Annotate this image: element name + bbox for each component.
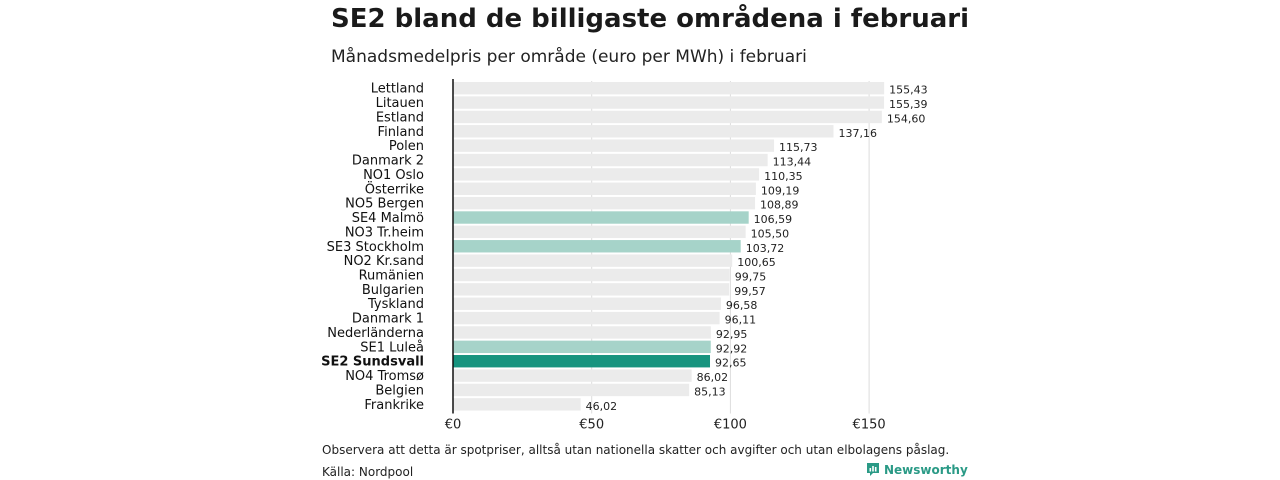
category-label: Tyskland — [367, 297, 424, 312]
value-label: 92,65 — [715, 357, 747, 370]
brand-name: Newsworthy — [884, 462, 968, 477]
bar — [453, 254, 733, 267]
value-label: 86,02 — [697, 371, 729, 384]
bar — [453, 383, 690, 397]
category-label: Danmark 2 — [352, 154, 424, 169]
category-label: Belgien — [375, 383, 424, 398]
bar — [453, 268, 730, 282]
bar — [453, 240, 741, 253]
value-label: 99,75 — [735, 270, 767, 283]
category-label: Estland — [376, 110, 424, 125]
value-label: 103,72 — [746, 242, 785, 255]
bar — [453, 125, 834, 138]
category-label: NO1 Oslo — [363, 168, 424, 183]
value-label: 92,92 — [716, 342, 748, 355]
value-label: 92,95 — [716, 328, 748, 341]
x-tick-label: €150 — [853, 418, 886, 433]
category-label: Finland — [378, 125, 424, 140]
x-tick-label: €100 — [714, 418, 747, 433]
bar — [453, 153, 768, 167]
value-label: 113,44 — [773, 156, 812, 169]
category-label: Lettland — [371, 82, 424, 97]
category-label: Nederländerna — [327, 326, 424, 341]
category-label: SE2 Sundsvall — [321, 355, 424, 370]
bar-chart-icon — [867, 463, 879, 476]
value-label: 96,58 — [726, 299, 758, 312]
chart-title: SE2 bland de billigaste områdena i febru… — [331, 4, 969, 34]
category-label: Bulgarien — [362, 283, 424, 298]
value-label: 105,50 — [751, 227, 790, 240]
bar — [453, 297, 721, 310]
category-label: Österrike — [365, 180, 424, 197]
value-label: 100,65 — [737, 256, 776, 269]
category-label: Danmark 1 — [352, 312, 424, 327]
value-label: 85,13 — [694, 385, 726, 398]
x-tick-label: €0 — [445, 418, 462, 433]
footnote: Observera att detta är spotpriser, allts… — [322, 443, 950, 457]
value-label: 155,39 — [889, 98, 928, 111]
bar — [453, 182, 756, 195]
value-label: 106,59 — [754, 213, 793, 226]
bar — [453, 340, 711, 354]
category-label: SE4 Malmö — [352, 211, 424, 226]
category-label: NO5 Bergen — [345, 197, 424, 212]
bar — [453, 283, 730, 296]
bar — [453, 398, 581, 411]
value-label: 46,02 — [586, 400, 618, 413]
newsworthy-logo[interactable]: Newsworthy — [866, 462, 968, 477]
bar — [453, 311, 720, 325]
bar — [453, 225, 746, 239]
value-label: 137,16 — [838, 127, 877, 140]
bar — [453, 326, 711, 339]
bar — [453, 369, 692, 382]
value-label: 115,73 — [779, 141, 818, 154]
bar — [453, 81, 885, 95]
bar — [453, 168, 760, 181]
bar — [453, 211, 749, 224]
value-label: 108,89 — [760, 199, 799, 212]
category-label: Litauen — [376, 96, 424, 111]
category-label: NO2 Kr.sand — [344, 254, 424, 269]
category-label: Rumänien — [359, 268, 424, 283]
bar — [453, 96, 885, 109]
value-label: 154,60 — [887, 112, 926, 125]
chart-subtitle: Månadsmedelpris per område (euro per MWh… — [331, 47, 807, 67]
category-label: SE1 Luleå — [360, 340, 424, 355]
value-label: 96,11 — [725, 314, 757, 327]
bar — [453, 110, 882, 124]
category-label: Polen — [389, 139, 424, 154]
source-label: Källa: Nordpool — [322, 465, 414, 479]
category-label: NO3 Tr.heim — [345, 225, 424, 240]
value-label: 109,19 — [761, 184, 800, 197]
bar — [453, 139, 775, 152]
bar — [453, 355, 711, 368]
value-label: 99,57 — [734, 285, 766, 298]
category-label: Frankrike — [364, 398, 424, 413]
category-label: NO4 Tromsø — [345, 369, 424, 384]
bar-chart: Lettland 155,43 Litauen 155,39 Estland 154,60… — [321, 79, 928, 433]
bar — [453, 196, 756, 210]
value-label: 110,35 — [764, 170, 803, 183]
category-label: SE3 Stockholm — [327, 240, 424, 255]
value-label: 155,43 — [889, 84, 928, 97]
x-tick-label: €50 — [579, 418, 604, 433]
